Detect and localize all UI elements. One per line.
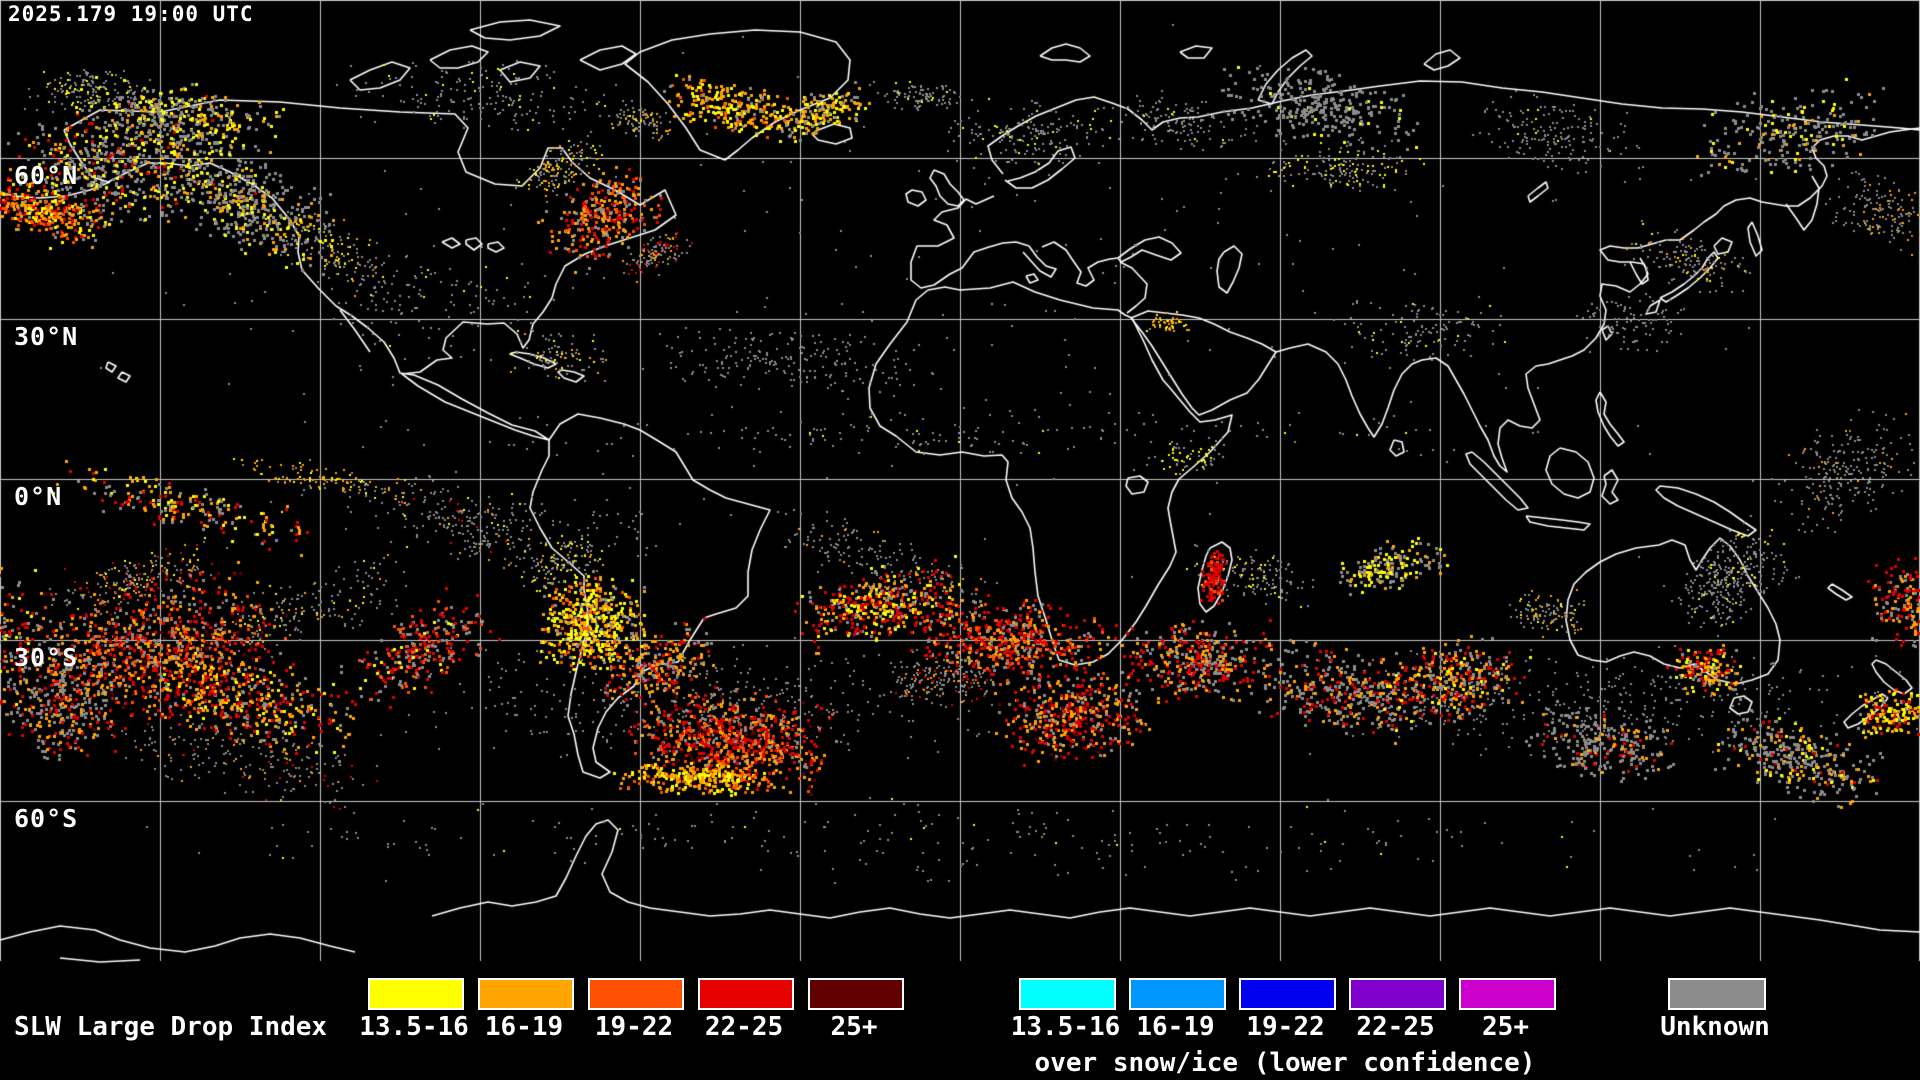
- latitude-label: 30°N: [14, 322, 79, 351]
- legend-swatch: [588, 978, 684, 1010]
- legend-range-label: 19-22: [1246, 1012, 1325, 1042]
- legend-swatch: [478, 978, 574, 1010]
- legend-title: SLW Large Drop Index: [14, 1012, 328, 1042]
- legend-range-label: 22-25: [1356, 1012, 1435, 1042]
- legend-range-label: 22-25: [704, 1012, 784, 1042]
- legend-range-label: Unknown: [1660, 1012, 1770, 1042]
- legend-range-label: 25+: [830, 1012, 878, 1042]
- legend-swatch: [1668, 978, 1766, 1010]
- latitude-label: 60°N: [14, 161, 79, 190]
- legend-range-label: 25+: [1482, 1012, 1529, 1042]
- legend-swatch: [808, 978, 904, 1010]
- latitude-label: 60°S: [14, 804, 79, 833]
- timestamp-label: 2025.179 19:00 UTC: [8, 2, 254, 26]
- legend-snow-ice-caption: over snow/ice (lower confidence): [1034, 1048, 1536, 1078]
- legend-swatch: [1459, 978, 1556, 1010]
- latitude-label: 30°S: [14, 643, 79, 672]
- legend-swatch: [1239, 978, 1336, 1010]
- legend-swatch: [698, 978, 794, 1010]
- legend-range-label: 13.5-16: [1010, 1012, 1121, 1042]
- legend-swatch: [368, 978, 464, 1010]
- legend-range-label: 16-19: [484, 1012, 564, 1042]
- legend-swatch: [1019, 978, 1116, 1010]
- legend-range-label: 13.5-16: [359, 1012, 469, 1042]
- latitude-label: 0°N: [14, 482, 63, 511]
- legend-swatch: [1349, 978, 1446, 1010]
- legend-range-label: 19-22: [594, 1012, 674, 1042]
- legend-swatch: [1129, 978, 1226, 1010]
- legend-range-label: 16-19: [1136, 1012, 1215, 1042]
